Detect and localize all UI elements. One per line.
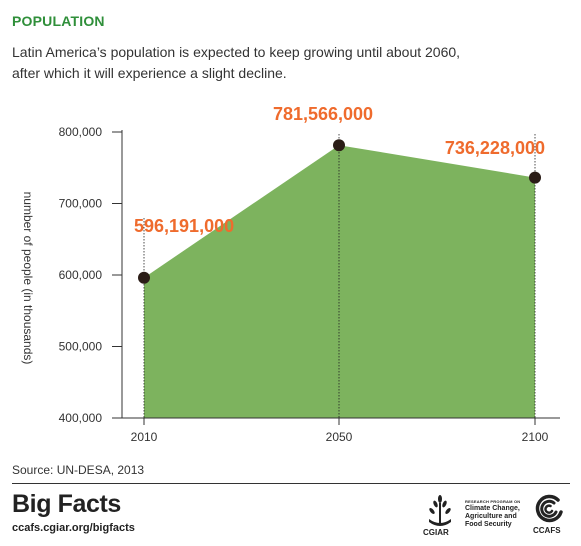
x-tick-label: 2010 (131, 430, 158, 444)
x-tick-label: 2100 (522, 430, 549, 444)
subtitle-line-1: Latin America’s population is expected t… (12, 44, 461, 60)
program-name: Climate Change, Agriculture and Food Sec… (465, 505, 520, 529)
area-fill (144, 145, 535, 418)
population-area-chart: 400,000 500,000 600,000 700,000 800,000 2010 2… (21, 104, 560, 444)
cgiar-wheat-icon (429, 495, 451, 526)
program-caption: RESEARCH PROGRAM ON (465, 499, 521, 504)
page-title: POPULATION (12, 13, 105, 29)
program-line-1: Climate Change, (465, 505, 520, 512)
y-axis-label: number of people (in thousands) (21, 192, 35, 365)
data-point (138, 271, 150, 284)
cgiar-logo-text: CGIAR (423, 528, 449, 537)
big-facts-brand: Big Facts (12, 490, 121, 518)
source-note: Source: UN-DESA, 2013 (12, 463, 145, 477)
y-tick-label: 600,000 (59, 268, 103, 282)
program-line-2: Agriculture and (465, 513, 517, 520)
data-label: 736,228,000 (445, 138, 545, 158)
data-label: 596,191,000 (134, 216, 234, 236)
program-line-3: Food Security (465, 521, 512, 528)
subtitle-line-2: after which it will experience a slight … (12, 65, 287, 81)
big-facts-url[interactable]: ccafs.cgiar.org/bigfacts (12, 522, 135, 534)
ccafs-logo-text: CCAFS (533, 526, 561, 535)
y-tick-label: 700,000 (59, 197, 103, 211)
y-tick-label: 800,000 (59, 125, 103, 139)
data-point (529, 171, 541, 184)
data-label: 781,566,000 (273, 104, 373, 124)
data-point (333, 139, 345, 152)
footer-divider (12, 483, 570, 484)
chart-subtitle: Latin America’s population is expected t… (12, 42, 572, 84)
x-tick-label: 2050 (326, 430, 353, 444)
y-tick-label: 400,000 (59, 411, 103, 425)
y-tick-label: 500,000 (59, 340, 103, 354)
ccafs-swirl-icon (535, 494, 563, 523)
